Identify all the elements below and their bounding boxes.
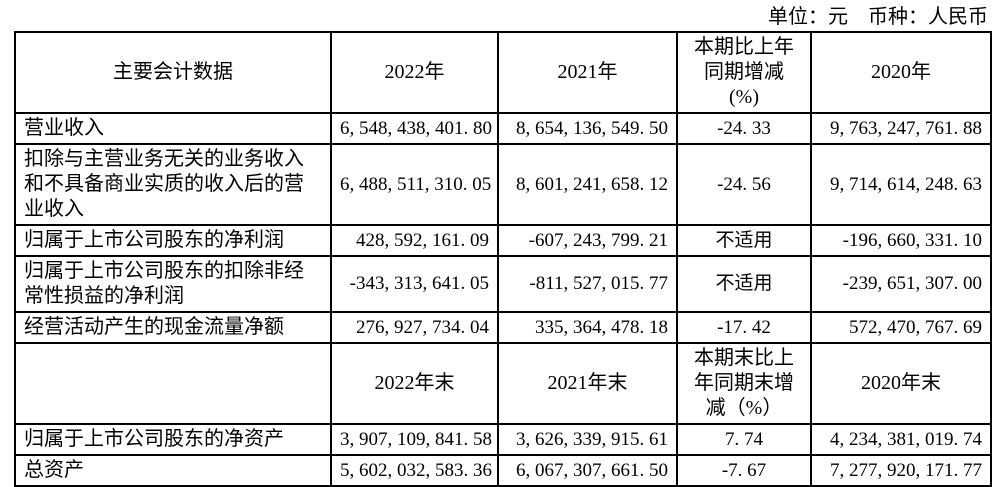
value-2022-cell: -343, 313, 641. 05: [330, 255, 499, 313]
table-subheader-row: 2022年末 2021年末 本期末比上年同期末增减（%） 2020年末: [14, 342, 992, 425]
value-2022-cell: 3, 907, 109, 841. 58: [330, 423, 499, 456]
value-2021-cell: 6, 067, 307, 661. 50: [497, 454, 678, 487]
table-row: 扣除与主营业务无关的业务收入和不具备商业实质的收入后的营业收入 6, 488, …: [14, 143, 992, 226]
value-2020-cell: 9, 714, 614, 248. 63: [810, 143, 992, 226]
change-pct-cell: 不适用: [676, 224, 812, 257]
metric-label-cell: 经营活动产生的现金流量净额: [14, 311, 332, 344]
value-2021-cell: 8, 654, 136, 549. 50: [497, 112, 678, 145]
metric-label-cell: 总资产: [14, 454, 332, 487]
subheader-2020-end: 2020年末: [810, 342, 992, 425]
value-2022-cell: 6, 548, 438, 401. 80: [330, 112, 499, 145]
header-2022: 2022年: [330, 31, 499, 114]
metric-label-cell: 归属于上市公司股东的净利润: [14, 224, 332, 257]
change-pct-cell: -17. 42: [676, 311, 812, 344]
table-row: 经营活动产生的现金流量净额 276, 927, 734. 04 335, 364…: [14, 311, 992, 344]
value-2020-cell: -196, 660, 331. 10: [810, 224, 992, 257]
value-2020-cell: 4, 234, 381, 019. 74: [810, 423, 992, 456]
value-2021-cell: -607, 243, 799. 21: [497, 224, 678, 257]
change-pct-cell: 不适用: [676, 255, 812, 313]
header-change-pct: 本期比上年同期增减(%): [676, 31, 812, 114]
metric-label-cell: 归属于上市公司股东的扣除非经常性损益的净利润: [14, 255, 332, 313]
unit-currency-note: 单位：元 币种：人民币: [768, 6, 988, 28]
subheader-change-pct: 本期末比上年同期末增减（%）: [676, 342, 812, 425]
table-header-row: 主要会计数据 2022年 2021年 本期比上年同期增减(%) 2020年: [14, 31, 992, 114]
table-row: 营业收入 6, 548, 438, 401. 80 8, 654, 136, 5…: [14, 112, 992, 145]
table-row: 归属于上市公司股东的净资产 3, 907, 109, 841. 58 3, 62…: [14, 423, 992, 456]
change-pct-cell: -7. 67: [676, 454, 812, 487]
subheader-2022-end: 2022年末: [330, 342, 499, 425]
value-2021-cell: 3, 626, 339, 915. 61: [497, 423, 678, 456]
value-2021-cell: 335, 364, 478. 18: [497, 311, 678, 344]
value-2021-cell: -811, 527, 015. 77: [497, 255, 678, 313]
subheader-2021-end: 2021年末: [497, 342, 678, 425]
value-2022-cell: 5, 602, 032, 583. 36: [330, 454, 499, 487]
header-2021: 2021年: [497, 31, 678, 114]
value-2021-cell: 8, 601, 241, 658. 12: [497, 143, 678, 226]
value-2020-cell: 572, 470, 767. 69: [810, 311, 992, 344]
change-pct-cell: -24. 33: [676, 112, 812, 145]
value-2022-cell: 6, 488, 511, 310. 05: [330, 143, 499, 226]
value-2020-cell: 9, 763, 247, 761. 88: [810, 112, 992, 145]
metric-label-cell: 归属于上市公司股东的净资产: [14, 423, 332, 456]
header-2020: 2020年: [810, 31, 992, 114]
table-row: 归属于上市公司股东的扣除非经常性损益的净利润 -343, 313, 641. 0…: [14, 255, 992, 313]
change-pct-cell: 7. 74: [676, 423, 812, 456]
financial-summary-table: 主要会计数据 2022年 2021年 本期比上年同期增减(%) 2020年 营业…: [14, 31, 992, 487]
table-row: 总资产 5, 602, 032, 583. 36 6, 067, 307, 66…: [14, 454, 992, 487]
metric-label-cell: 扣除与主营业务无关的业务收入和不具备商业实质的收入后的营业收入: [14, 143, 332, 226]
value-2022-cell: 428, 592, 161. 09: [330, 224, 499, 257]
value-2022-cell: 276, 927, 734. 04: [330, 311, 499, 344]
subheader-empty-cell: [14, 342, 332, 425]
header-main-metrics: 主要会计数据: [14, 31, 332, 114]
value-2020-cell: 7, 277, 920, 171. 77: [810, 454, 992, 487]
value-2020-cell: -239, 651, 307. 00: [810, 255, 992, 313]
change-pct-cell: -24. 56: [676, 143, 812, 226]
table-row: 归属于上市公司股东的净利润 428, 592, 161. 09 -607, 24…: [14, 224, 992, 257]
metric-label-cell: 营业收入: [14, 112, 332, 145]
